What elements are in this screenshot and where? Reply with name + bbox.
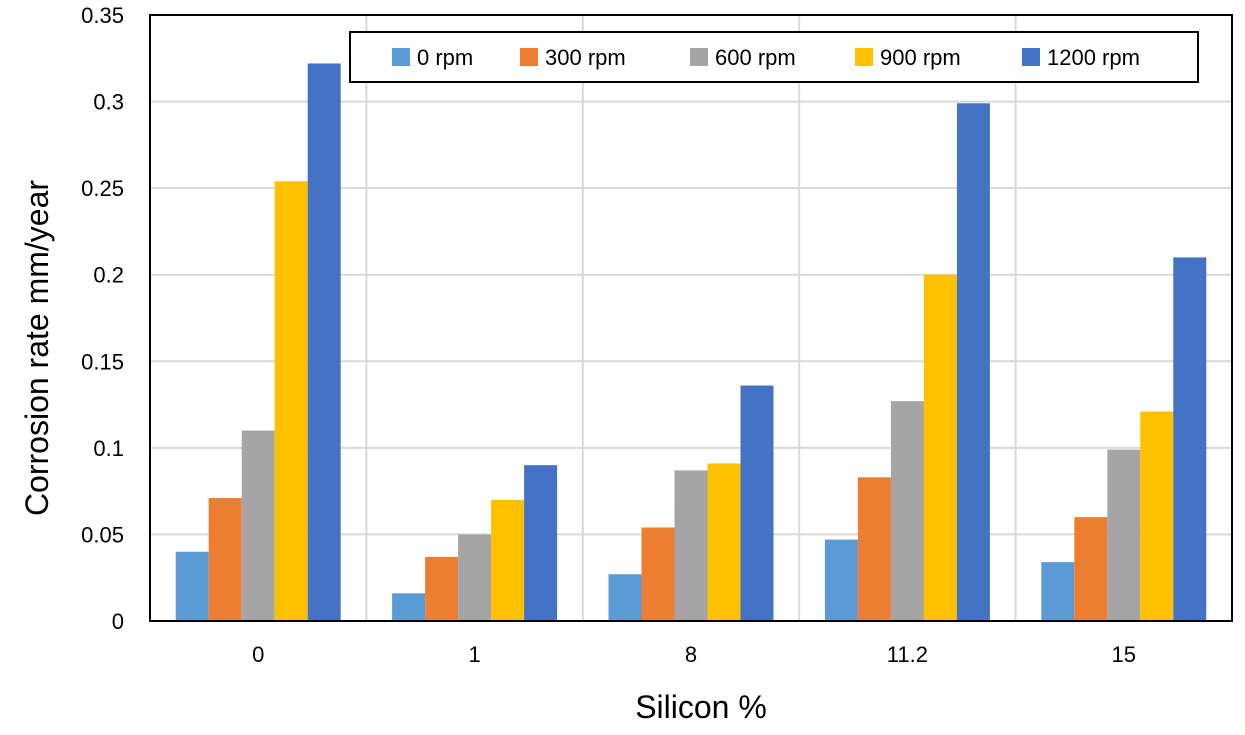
bar-0-rpm-si-8 (608, 574, 642, 621)
legend-swatch (690, 48, 708, 66)
y-tick-label: 0.35 (81, 3, 124, 28)
bar-1200-rpm-si-0 (307, 63, 341, 622)
legend-swatch (1022, 48, 1040, 66)
bar-900-rpm-si-1 (491, 499, 525, 621)
bar-600-rpm-si-0 (241, 430, 275, 621)
bar-900-rpm-si-0 (274, 181, 308, 621)
legend-label: 0 rpm (417, 45, 473, 70)
bar-1200-rpm-si-11.2 (956, 103, 990, 621)
bar-0-rpm-si-11.2 (824, 539, 858, 621)
x-tick-label: 8 (685, 642, 697, 667)
bar-600-rpm-si-11.2 (890, 401, 924, 621)
x-tick-label: 1 (468, 642, 480, 667)
legend-label: 600 rpm (715, 45, 796, 70)
y-tick-label: 0.05 (81, 522, 124, 547)
y-tick-label: 0.3 (93, 90, 124, 115)
bar-300-rpm-si-1 (425, 556, 459, 621)
x-axis-ticks: 0 1 8 11.2 15 (252, 642, 1136, 667)
legend-swatch (392, 48, 410, 66)
bar-600-rpm-si-15 (1107, 449, 1141, 621)
bars (175, 63, 1207, 622)
bar-1200-rpm-si-15 (1173, 257, 1207, 621)
y-tick-label: 0.25 (81, 176, 124, 201)
y-axis-title: Corrosion rate mm/year (19, 180, 55, 516)
y-tick-label: 0.15 (81, 349, 124, 374)
bar-0-rpm-si-15 (1041, 562, 1075, 621)
legend-label: 900 rpm (880, 45, 961, 70)
bar-1200-rpm-si-8 (740, 385, 774, 621)
legend-label: 300 rpm (545, 45, 626, 70)
x-tick-label: 0 (252, 642, 264, 667)
bar-300-rpm-si-11.2 (857, 477, 891, 621)
bar-300-rpm-si-8 (641, 527, 675, 621)
bar-0-rpm-si-0 (175, 551, 209, 621)
y-axis-ticks: 0 0.05 0.1 0.15 0.2 0.25 0.3 0.35 (81, 3, 124, 634)
plot-border (149, 14, 1233, 622)
legend-label: 1200 rpm (1047, 45, 1140, 70)
bar-1200-rpm-si-1 (524, 465, 558, 621)
bar-900-rpm-si-8 (707, 463, 741, 621)
bar-900-rpm-si-11.2 (923, 274, 957, 621)
y-tick-label: 0 (112, 609, 124, 634)
bar-900-rpm-si-15 (1140, 411, 1174, 621)
legend-box (349, 31, 1199, 83)
x-tick-label: 15 (1112, 642, 1136, 667)
bar-0-rpm-si-1 (392, 593, 426, 621)
y-tick-label: 0.2 (93, 263, 124, 288)
legend-swatch (520, 48, 538, 66)
legend: 0 rpm 300 rpm 600 rpm 900 rpm 1200 rpm (349, 31, 1199, 83)
bar-600-rpm-si-8 (674, 470, 708, 621)
bar-300-rpm-si-15 (1074, 517, 1108, 621)
x-tick-label: 11.2 (887, 642, 928, 667)
legend-swatch (855, 48, 873, 66)
y-tick-label: 0.1 (93, 436, 124, 461)
legend-items: 0 rpm 300 rpm 600 rpm 900 rpm 1200 rpm (392, 45, 1140, 70)
bar-300-rpm-si-0 (208, 498, 242, 621)
x-axis-title: Silicon % (635, 689, 767, 725)
bar-600-rpm-si-1 (458, 534, 492, 621)
